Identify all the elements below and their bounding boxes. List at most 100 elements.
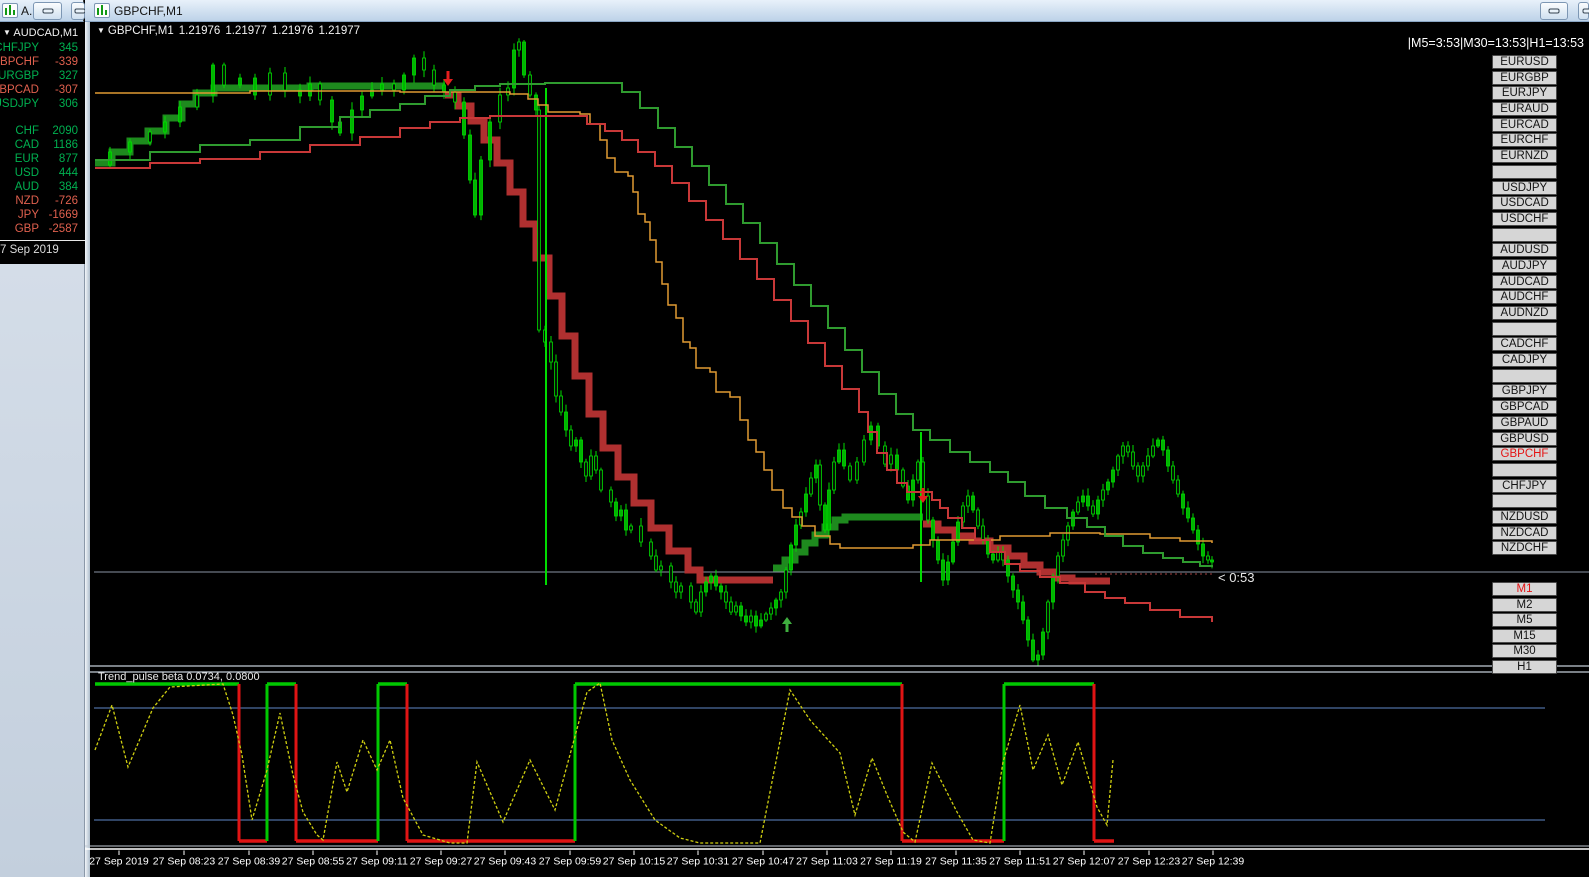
- symbol-button-GBPAUD[interactable]: GBPAUD: [1492, 415, 1557, 430]
- timeframe-button-M2[interactable]: M2: [1492, 597, 1557, 612]
- strength-value: 444: [58, 167, 78, 179]
- symbol-button-EURJPY[interactable]: EURJPY: [1492, 86, 1557, 101]
- symbol-button-USDCAD[interactable]: USDCAD: [1492, 196, 1557, 211]
- symbol-button-AUDNZD[interactable]: AUDNZD: [1492, 306, 1557, 320]
- symbol-button-EURNZD[interactable]: EURNZD: [1492, 149, 1557, 164]
- strength-row: GBPCHF -339: [0, 56, 85, 70]
- candle-timer: |M5=3:53|M30=13:53|H1=13:53: [1407, 36, 1584, 50]
- symbol-button-EURCAD[interactable]: EURCAD: [1492, 117, 1557, 132]
- strength-value: 345: [58, 42, 78, 54]
- strength-label: GBPCAD: [0, 84, 39, 96]
- strength-value: 327: [58, 70, 78, 82]
- symbol-button-AUDUSD[interactable]: AUDUSD: [1492, 243, 1557, 258]
- strength-row: USD 444: [0, 167, 85, 181]
- chart-symbol: GBPCHF,M1: [107, 25, 174, 37]
- strength-label: USDJPY: [0, 98, 39, 110]
- chart-area[interactable]: [85, 22, 1589, 877]
- symbol-button-EURCHF[interactable]: EURCHF: [1492, 133, 1557, 148]
- symbol-button-blank[interactable]: [1492, 494, 1557, 509]
- symbol-button-GBPUSD[interactable]: GBPUSD: [1492, 431, 1557, 446]
- strength-value: 306: [58, 98, 78, 110]
- dropdown-triangle-icon: ▼: [97, 26, 105, 35]
- strength-value: 2090: [52, 125, 78, 137]
- strength-label: GBP: [14, 223, 39, 235]
- symbol-button-USDJPY[interactable]: USDJPY: [1492, 180, 1557, 195]
- symbol-button-GBPCHF[interactable]: GBPCHF: [1492, 447, 1557, 462]
- strength-label: CHF: [15, 125, 39, 137]
- symbol-button-GBPJPY[interactable]: GBPJPY: [1492, 384, 1557, 399]
- symbol-button-USDCHF[interactable]: USDCHF: [1492, 211, 1557, 226]
- strength-value: -1669: [48, 209, 78, 221]
- symbol-button-EURGBP[interactable]: EURGBP: [1492, 70, 1557, 85]
- symbol-button-blank[interactable]: [1492, 368, 1557, 383]
- strength-label: NZD: [15, 195, 39, 207]
- panel-divider: [0, 240, 85, 241]
- indicator-label: Trend_pulse beta 0.0734, 0.0800: [98, 671, 260, 683]
- currency-strength-list: CHF 2090 CAD 1186 EUR 877 USD 444 AUD 38…: [0, 125, 85, 237]
- symbol-button-EURAUD[interactable]: EURAUD: [1492, 102, 1557, 117]
- quote-low: 1.21976: [271, 25, 314, 37]
- quote-high: 1.21977: [225, 25, 267, 37]
- strength-row: GBPCAD -307: [0, 84, 85, 98]
- chart-icon: [94, 3, 110, 18]
- symbol-button-column: EURUSD EURGBP EURJPY EURAUD EURCAD EURCHF EURN…: [1492, 55, 1557, 557]
- maximize-button[interactable]: [1578, 2, 1589, 20]
- strength-value: -339: [54, 56, 78, 68]
- timeframe-button-M30[interactable]: M30: [1492, 644, 1557, 659]
- strength-label: EUR: [14, 153, 39, 165]
- chart-icon: [2, 3, 18, 18]
- symbol-button-EURUSD[interactable]: EURUSD: [1492, 55, 1557, 69]
- timeframe-button-M1[interactable]: M1: [1492, 582, 1557, 596]
- strength-label: EURGBP: [0, 70, 39, 82]
- symbol-button-GBPCAD[interactable]: GBPCAD: [1492, 400, 1557, 415]
- symbol-button-blank[interactable]: [1492, 321, 1557, 336]
- strength-value: -307: [54, 84, 78, 96]
- symbol-button-NZDUSD[interactable]: NZDUSD: [1492, 509, 1557, 524]
- symbol-button-CADCHF[interactable]: CADCHF: [1492, 337, 1557, 352]
- minimize-button[interactable]: [33, 2, 62, 20]
- timeframe-button-M5[interactable]: M5: [1492, 613, 1557, 628]
- currency-strength-panel: ▼ AUDCAD,M1 CHFJPY 345 GBPCHF -339 EURGB…: [0, 22, 85, 264]
- background-window-title: A..: [21, 4, 36, 18]
- symbol-button-CHFJPY[interactable]: CHFJPY: [1492, 478, 1557, 493]
- main-window-titlebar[interactable]: GBPCHF,M1: [85, 0, 1589, 22]
- window-inner-edge: [85, 22, 90, 877]
- symbol-button-AUDCAD[interactable]: AUDCAD: [1492, 274, 1557, 289]
- symbol-button-blank[interactable]: [1492, 164, 1557, 179]
- strength-value: -726: [54, 195, 78, 207]
- symbol-button-NZDCHF[interactable]: NZDCHF: [1492, 541, 1557, 556]
- quote-close: 1.21977: [318, 25, 361, 37]
- pair-strength-list: CHFJPY 345 GBPCHF -339 EURGBP 327 GBPCAD…: [0, 42, 85, 112]
- minimize-button[interactable]: [1540, 2, 1568, 20]
- left-window-filler: [0, 264, 85, 877]
- price-countdown-callout: < 0:53: [1218, 570, 1255, 585]
- strength-label: USD: [14, 167, 39, 179]
- symbol-button-NZDCAD[interactable]: NZDCAD: [1492, 525, 1557, 540]
- strength-value: 877: [58, 153, 78, 165]
- restore-button[interactable]: [71, 2, 86, 20]
- dropdown-triangle-icon: ▼: [3, 28, 11, 37]
- strength-row: JPY -1669: [0, 209, 85, 223]
- timeframe-button-column: M1 M2 M5 M15 M30 H1: [1492, 582, 1557, 676]
- timeframe-button-M15[interactable]: M15: [1492, 628, 1557, 643]
- symbol-button-AUDJPY[interactable]: AUDJPY: [1492, 258, 1557, 273]
- strength-row: EUR 877: [0, 153, 85, 167]
- strength-label: GBPCHF: [0, 56, 39, 68]
- strength-row: CAD 1186: [0, 139, 85, 153]
- strength-row: AUD 384: [0, 181, 85, 195]
- strength-value: 384: [58, 181, 78, 193]
- strength-row: NZD -726: [0, 195, 85, 209]
- strength-row: GBP -2587: [0, 223, 85, 237]
- strength-label: CAD: [14, 139, 39, 151]
- strength-row: CHF 2090: [0, 125, 85, 139]
- timeframe-button-H1[interactable]: H1: [1492, 659, 1557, 674]
- strength-value: -2587: [48, 223, 78, 235]
- symbol-button-blank[interactable]: [1492, 462, 1557, 477]
- symbol-button-CADJPY[interactable]: CADJPY: [1492, 353, 1557, 368]
- strength-label: CHFJPY: [0, 42, 39, 54]
- symbol-button-AUDCHF[interactable]: AUDCHF: [1492, 290, 1557, 305]
- strength-row: CHFJPY 345: [0, 42, 85, 56]
- strength-row: USDJPY 306: [0, 98, 85, 112]
- chart-ohlc-header: ▼ GBPCHF,M1 1.21976 1.21977 1.21976 1.21977: [97, 25, 365, 37]
- symbol-button-blank[interactable]: [1492, 227, 1557, 242]
